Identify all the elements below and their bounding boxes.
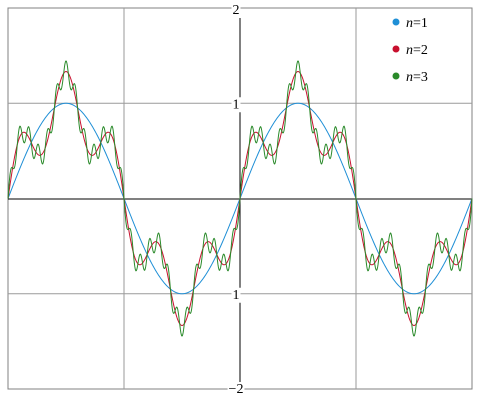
y-tick-label: 2 (233, 3, 240, 18)
y-tick-labels: 2 1 1 −2 (227, 3, 245, 397)
y-tick-label-bg (231, 287, 241, 303)
series-line (7, 60, 473, 337)
legend: n=1 n=2 n=3 (392, 16, 428, 85)
y-tick-label: 1 (233, 97, 240, 112)
y-tick-label-bg (231, 3, 241, 18)
legend-label: n=1 (406, 16, 428, 31)
y-tick-label-bg (231, 97, 241, 113)
series-lines (7, 60, 473, 337)
legend-marker (392, 72, 400, 80)
legend-label: n=3 (406, 70, 428, 85)
legend-marker (392, 45, 400, 53)
y-tick-label: −2 (229, 382, 244, 397)
y-tick-label-bg (227, 382, 245, 397)
legend-label: n=2 (406, 43, 428, 58)
legend-marker (392, 18, 400, 26)
y-tick-label: 1 (233, 288, 240, 303)
